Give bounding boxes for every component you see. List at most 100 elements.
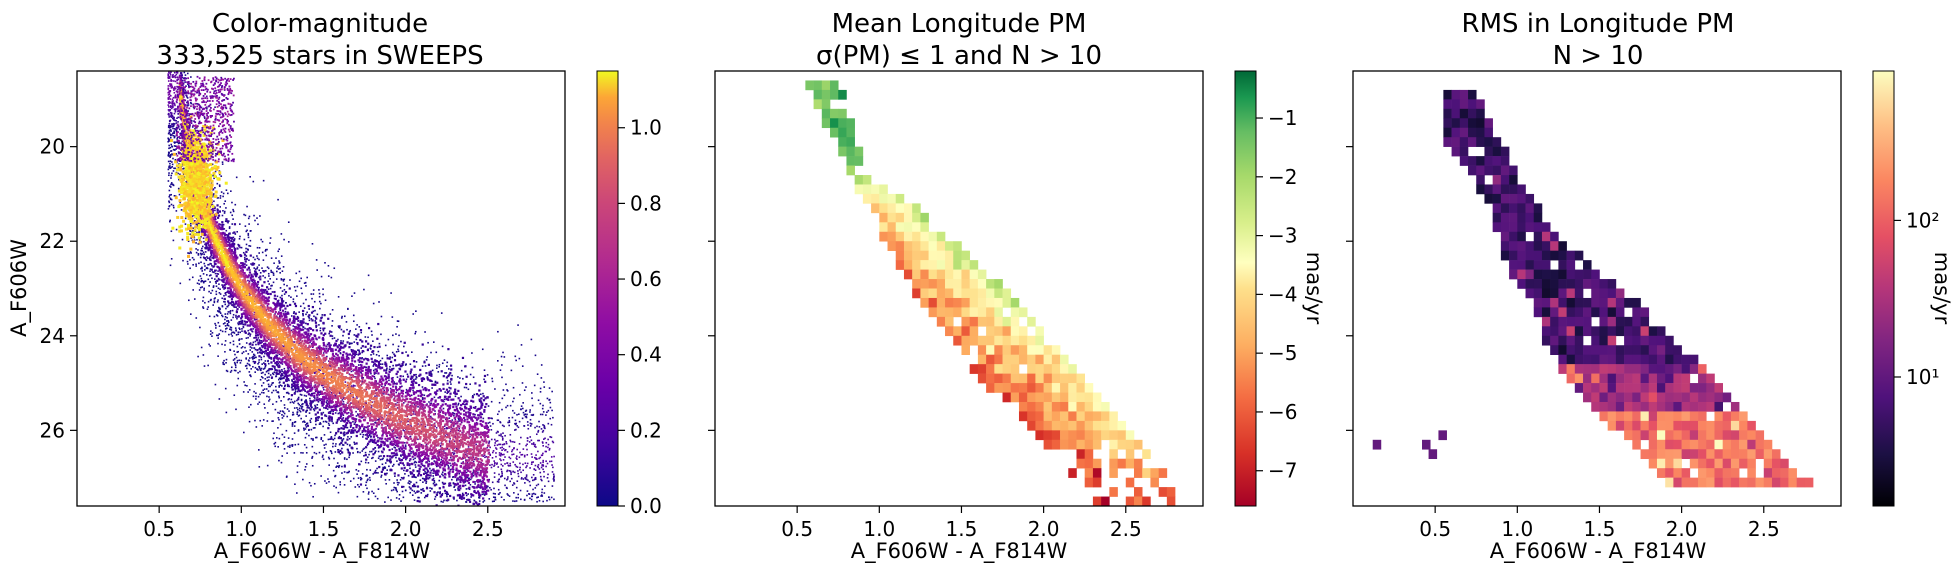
heatmap-cell (1566, 279, 1576, 289)
heatmap-cell (1681, 383, 1691, 393)
heatmap-cell (1698, 477, 1707, 488)
heatmap-cell (1656, 354, 1666, 365)
colorbar-tick-label: −2 (1268, 165, 1297, 189)
heatmap-cell (928, 231, 938, 242)
heatmap-cell (895, 203, 905, 214)
heatmap-cell (945, 279, 954, 289)
heatmap-cell (1509, 231, 1518, 242)
heatmap-cell (1632, 316, 1641, 327)
heatmap-cell (1566, 297, 1576, 308)
heatmap-cell (1092, 411, 1102, 422)
heatmap-cell (1591, 392, 1600, 403)
heatmap-cell (928, 288, 938, 299)
heatmap-cell (1125, 477, 1135, 488)
panel1-title-line1: Color-magnitude (212, 9, 428, 39)
panel3-x-axis-label: A_F606W - A_F814W (1490, 539, 1707, 564)
heatmap-cell (1035, 354, 1044, 365)
heatmap-cell (1084, 468, 1094, 478)
heatmap-cell (1484, 118, 1493, 129)
panel2-x-axis-label: A_F606W - A_F814W (851, 539, 1068, 564)
panel-color-magnitude: Color-magnitude 333,525 stars in SWEEPS … (7, 9, 662, 564)
heatmap-cell (1084, 439, 1094, 450)
heatmap-cell (1133, 496, 1143, 506)
heatmap-cell (1591, 345, 1600, 355)
heatmap-cell (1002, 297, 1012, 308)
heatmap-cell (1648, 420, 1658, 431)
heatmap-cell (953, 297, 962, 308)
heatmap-cell (1656, 364, 1666, 374)
heatmap-cell (1730, 411, 1740, 422)
heatmap-cell (1689, 449, 1699, 460)
heatmap-cell (1517, 269, 1526, 280)
heatmap-cell (1763, 439, 1773, 450)
heatmap-cell (887, 241, 897, 251)
colorbar-tick-label: −1 (1268, 106, 1297, 130)
heatmap-cell (1722, 449, 1732, 460)
heatmap-cell (1673, 364, 1682, 374)
heatmap-cell (994, 316, 1003, 327)
heatmap-cell (1747, 420, 1756, 431)
heatmap-cell (1632, 401, 1641, 412)
panel3-colorbar-ticks: 10¹ 10² (1894, 208, 1939, 389)
heatmap-cell (920, 222, 929, 233)
heatmap-cell (1574, 297, 1584, 308)
heatmap-cell (1068, 468, 1077, 478)
heatmap-cell (1632, 411, 1641, 422)
heatmap-cell (1084, 430, 1094, 441)
heatmap-cell (1632, 354, 1641, 365)
colorbar-tick-label: 0.8 (630, 191, 662, 215)
heatmap-cell (1150, 477, 1159, 488)
heatmap-cell (1780, 477, 1789, 488)
heatmap-cell (1607, 354, 1617, 365)
heatmap-cell (1117, 420, 1127, 431)
heatmap-cell (1158, 487, 1168, 497)
heatmap-cell (1076, 439, 1085, 450)
heatmap-cell (1640, 392, 1650, 403)
heatmap-cell (961, 279, 970, 289)
y-tick-label: 22 (40, 229, 65, 253)
heatmap-cell (879, 193, 888, 204)
heatmap-cell (1558, 279, 1567, 289)
heatmap-cell (936, 250, 946, 261)
heatmap-cell (1698, 383, 1707, 393)
heatmap-cell (1730, 430, 1740, 441)
heatmap-cell (1043, 345, 1053, 355)
heatmap-cell (1689, 383, 1699, 393)
heatmap-cell (1583, 345, 1592, 355)
heatmap-cell (821, 80, 831, 91)
heatmap-cell (1125, 439, 1135, 450)
heatmap-cell (1459, 118, 1469, 129)
heatmap-cell (1574, 383, 1584, 393)
heatmap-cell (895, 231, 905, 242)
panel2-colorbar (1234, 70, 1257, 507)
heatmap-cell (1476, 184, 1485, 195)
heatmap-cell (1673, 392, 1682, 403)
heatmap-cell (1035, 345, 1044, 355)
heatmap-cell (1566, 269, 1576, 280)
heatmap-cell (953, 335, 962, 346)
heatmap-cell (1451, 127, 1461, 138)
heatmap-cell (1101, 506, 1110, 516)
heatmap-cell (1673, 401, 1682, 412)
x-tick-label: 1.5 (1584, 517, 1616, 541)
heatmap-cell (1109, 420, 1118, 431)
heatmap-cell (879, 203, 888, 214)
heatmap-cell (1051, 364, 1061, 374)
heatmap-cell (1109, 439, 1118, 450)
heatmap-cell (1656, 468, 1666, 478)
heatmap-cell (1648, 326, 1658, 337)
heatmap-cell (1541, 260, 1551, 270)
heatmap-cell (1051, 430, 1061, 441)
heatmap-cell (1599, 335, 1608, 346)
heatmap-cell (1541, 307, 1551, 318)
heatmap-cell (1673, 373, 1682, 384)
heatmap-cell (1624, 316, 1633, 327)
heatmap-cell (1018, 307, 1028, 318)
heatmap-cell (1640, 430, 1650, 441)
heatmap-cell (1706, 458, 1715, 469)
heatmap-cell (879, 231, 888, 242)
heatmap-cell (1533, 307, 1543, 318)
heatmap-cell (1468, 118, 1477, 129)
heatmap-cell (1167, 506, 1176, 516)
heatmap-cell (1125, 430, 1135, 441)
